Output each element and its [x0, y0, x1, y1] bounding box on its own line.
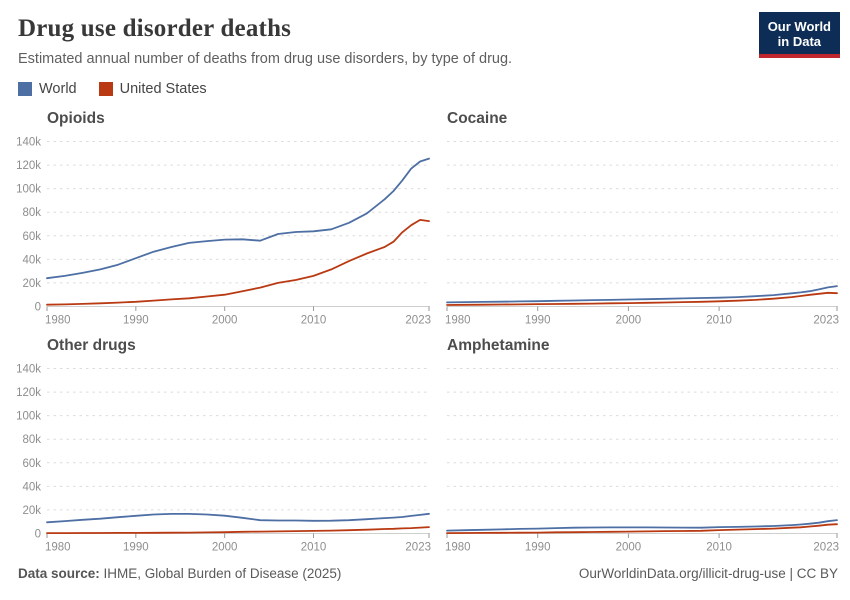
logo-line1: Our World: [767, 19, 831, 34]
other-drugs-line-chart: 0 20k 40k 60k 80k 100k 120k 140k 1980 1990 2000 201…: [16, 364, 431, 554]
panel-title-cocaine: Cocaine: [447, 110, 508, 127]
footer-right: OurWorldinData.org/illicit-drug-use | CC…: [579, 566, 838, 581]
panel-title-opioids: Opioids: [47, 110, 105, 127]
subtitle: Estimated annual number of deaths from d…: [18, 51, 513, 67]
svg-text:2010: 2010: [706, 315, 732, 327]
svg-text:0: 0: [35, 302, 41, 314]
svg-text:2010: 2010: [301, 315, 327, 327]
svg-text:140k: 140k: [16, 364, 41, 376]
svg-text:40k: 40k: [22, 481, 41, 493]
panel-title-amphetamine: Amphetamine: [447, 337, 550, 354]
panel-other-drugs: Other drugs 0 20k 40k 60k 80k 100k 120k 140k 198…: [16, 336, 431, 554]
svg-text:1980: 1980: [445, 315, 471, 327]
legend: World United States: [18, 81, 850, 97]
svg-text:120k: 120k: [16, 160, 41, 172]
svg-text:100k: 100k: [16, 184, 41, 196]
svg-text:2000: 2000: [616, 542, 642, 554]
svg-text:40k: 40k: [22, 254, 41, 266]
svg-text:1990: 1990: [525, 542, 551, 554]
svg-text:100k: 100k: [16, 411, 41, 423]
svg-text:120k: 120k: [16, 387, 41, 399]
legend-item-united-states: United States: [98, 81, 207, 97]
panel-cocaine: Cocaine 1980 1990 2000 2010 2023: [445, 109, 839, 327]
united-states-color-swatch: [98, 82, 113, 96]
svg-text:2000: 2000: [616, 315, 642, 327]
svg-text:2010: 2010: [706, 542, 732, 554]
svg-text:2023: 2023: [813, 542, 839, 554]
data-source: Data source: IHME, Global Burden of Dise…: [18, 566, 341, 581]
panel-title-other-drugs: Other drugs: [47, 337, 136, 354]
svg-text:60k: 60k: [22, 458, 41, 470]
world-color-swatch: [18, 82, 32, 96]
svg-text:1990: 1990: [123, 542, 149, 554]
legend-label-world: World: [39, 81, 77, 97]
panel-opioids: Opioids 0 20k 40k 60k 80k 100k 120k 140k 1980 199…: [16, 109, 431, 327]
legend-item-world: World: [18, 81, 77, 97]
charts-grid: Opioids 0 20k 40k 60k 80k 100k 120k 140k 1980 199…: [0, 109, 850, 554]
svg-text:1980: 1980: [45, 315, 71, 327]
footer-link[interactable]: OurWorldinData.org/illicit-drug-use: [578, 566, 786, 581]
svg-text:2023: 2023: [405, 315, 431, 327]
legend-label-united-states: United States: [119, 81, 207, 97]
svg-text:0: 0: [35, 529, 41, 541]
svg-text:2023: 2023: [405, 542, 431, 554]
footer: Data source: IHME, Global Burden of Dise…: [18, 566, 838, 581]
svg-text:60k: 60k: [22, 231, 41, 243]
footer-separator: |: [785, 566, 797, 581]
svg-text:1990: 1990: [525, 315, 551, 327]
data-source-label: Data source:: [18, 566, 100, 581]
svg-text:140k: 140k: [16, 137, 41, 149]
svg-text:2023: 2023: [813, 315, 839, 327]
svg-text:2000: 2000: [212, 315, 238, 327]
header: Drug use disorder deaths Estimated annua…: [0, 0, 850, 68]
page-title: Drug use disorder deaths: [18, 15, 292, 42]
owid-logo[interactable]: Our World in Data: [758, 12, 840, 58]
svg-text:1980: 1980: [445, 542, 471, 554]
opioids-line-chart: 0 20k 40k 60k 80k 100k 120k 140k 1980 1990 2000 201…: [16, 137, 431, 327]
footer-license: CC BY: [796, 566, 838, 581]
svg-text:1980: 1980: [45, 542, 71, 554]
svg-text:80k: 80k: [22, 434, 41, 446]
svg-text:2010: 2010: [301, 542, 327, 554]
svg-text:20k: 20k: [22, 278, 41, 290]
svg-text:2000: 2000: [212, 542, 238, 554]
logo-line2: in Data: [777, 34, 822, 49]
svg-text:20k: 20k: [22, 505, 41, 517]
svg-text:1990: 1990: [123, 315, 149, 327]
cocaine-line-chart: 1980 1990 2000 2010 2023: [445, 141, 839, 327]
data-source-text: IHME, Global Burden of Disease (2025): [99, 566, 342, 581]
svg-text:80k: 80k: [22, 207, 41, 219]
amphetamine-line-chart: 1980 1990 2000 2010 2023: [445, 368, 839, 554]
panel-amphetamine: Amphetamine 1980 1990 2000 2010 2023: [445, 336, 839, 554]
